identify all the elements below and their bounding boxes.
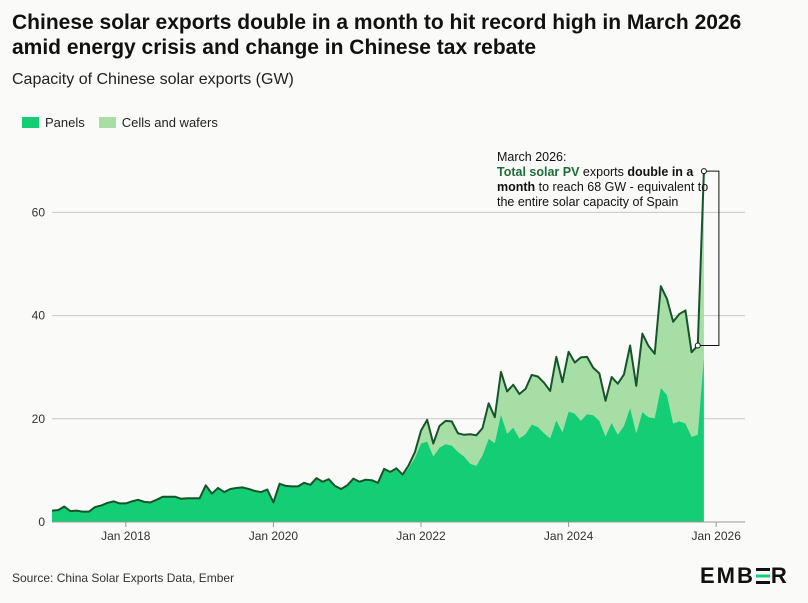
area-panels (52, 356, 704, 522)
x-tick-label-4: Jan 2026 (692, 529, 742, 543)
x-tick-label-3: Jan 2024 (544, 529, 594, 543)
legend-item-cells[interactable]: Cells and wafers (98, 115, 218, 130)
y-tick-label-0: 0 (38, 515, 45, 529)
chart-title: Chinese solar exports double in a month … (12, 11, 742, 59)
area-cells-and-wafers (52, 171, 704, 512)
logo-text-after: R (770, 563, 789, 588)
line-total-solar-pv (51, 171, 705, 513)
legend-swatch-panels (22, 117, 39, 128)
legend-item-panels[interactable]: Panels (22, 115, 85, 130)
legend-label-cells: Cells and wafers (121, 115, 218, 130)
source-note: Source: China Solar Exports Data, Ember (12, 571, 235, 585)
annotation-bold: double in a month (497, 165, 694, 194)
point-march-2026 (700, 168, 707, 175)
x-tick-label-2: Jan 2022 (396, 529, 446, 543)
x-tick-label-1: Jan 2020 (249, 529, 299, 543)
ember-logo[interactable]: EMB R (700, 563, 789, 589)
annotation-rest: to reach 68 GW - equivalent to the entir… (497, 180, 709, 209)
legend-swatch-cells (98, 117, 116, 128)
annotation-body: Total solar PV exports double in a month… (497, 165, 725, 210)
legend: Panels Cells and wafers (22, 115, 218, 130)
x-tick-label-0: Jan 2018 (101, 529, 151, 543)
annotation-bracket (697, 170, 720, 347)
logo-e-icon (755, 568, 770, 584)
chart-subtitle: Capacity of Chinese solar exports (GW) (12, 71, 294, 88)
annotation-march-2026: March 2026: Total solar PV exports doubl… (497, 150, 725, 210)
y-tick-label-40: 40 (32, 309, 46, 323)
annotation-highlight: Total solar PV (497, 165, 580, 179)
y-tick-label-20: 20 (32, 412, 46, 426)
point-february-2026 (694, 342, 701, 349)
annotation-mid: exports (579, 165, 628, 179)
logo-text-before: EMB (700, 563, 755, 588)
annotation-date: March 2026: (497, 150, 567, 164)
legend-label-panels: Panels (45, 115, 85, 130)
y-tick-label-60: 60 (32, 205, 46, 219)
